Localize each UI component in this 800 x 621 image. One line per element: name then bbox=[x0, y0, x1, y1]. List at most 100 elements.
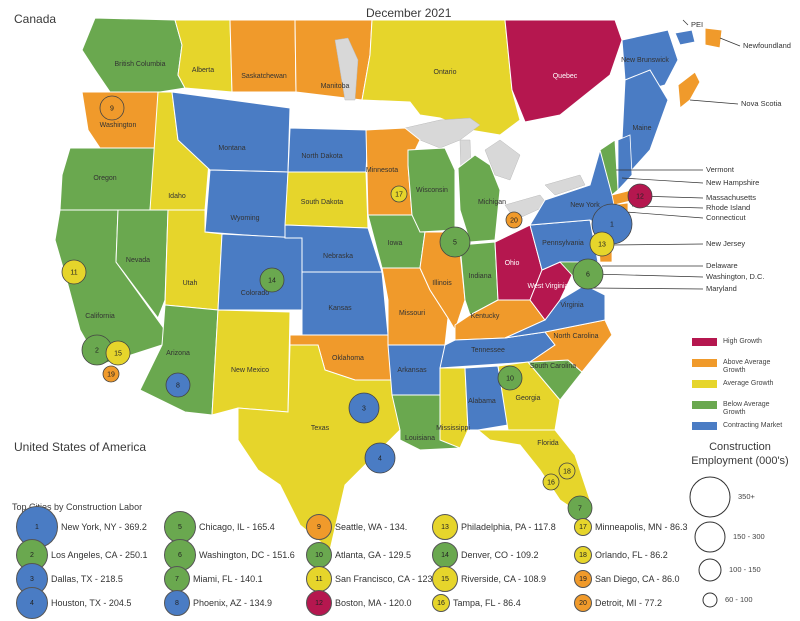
city-label: Detroit, MI - 77.2 bbox=[595, 598, 663, 608]
city-item-14: 14 Denver, CO - 109.2 bbox=[432, 542, 539, 568]
marker-label-3: 3 bbox=[362, 406, 366, 413]
city-label: Dallas, TX - 218.5 bbox=[51, 574, 123, 584]
label-missouri: Missouri bbox=[399, 310, 426, 317]
province-alberta bbox=[174, 19, 233, 93]
callout-line-washington-d-c bbox=[591, 273, 704, 278]
marker-label-5: 5 bbox=[453, 240, 457, 247]
label-utah: Utah bbox=[183, 280, 198, 287]
province-ontario bbox=[361, 19, 521, 136]
label-michigan: Michigan bbox=[478, 199, 506, 206]
label-virginia: Virginia bbox=[560, 302, 583, 309]
legend-label: Below Average Growth bbox=[723, 401, 770, 416]
size-circle-3 bbox=[698, 558, 722, 582]
marker-label-1: 1 bbox=[610, 222, 614, 229]
city-item-12: 12 Boston, MA - 120.0 bbox=[306, 590, 412, 616]
callout-new-hampshire: New Hampshire bbox=[706, 178, 760, 187]
label-california: California bbox=[85, 313, 115, 320]
city-item-4: 4 Houston, TX - 204.5 bbox=[16, 587, 131, 619]
city-label: Denver, CO - 109.2 bbox=[461, 550, 539, 560]
marker-label-4: 4 bbox=[378, 456, 382, 463]
label-ontario: Ontario bbox=[434, 69, 457, 76]
label-saskatchewan: Saskatchewan bbox=[241, 73, 287, 80]
label-iowa: Iowa bbox=[388, 240, 403, 247]
city-rank-badge: 15 bbox=[432, 566, 458, 592]
state-colorado bbox=[217, 233, 303, 311]
label-alabama: Alabama bbox=[468, 398, 496, 405]
province-saskatchewan bbox=[229, 19, 297, 93]
marker-label-13: 13 bbox=[598, 242, 606, 249]
city-rank-badge: 6 bbox=[164, 539, 196, 571]
label-texas: Texas bbox=[311, 425, 330, 432]
state-mississippi bbox=[439, 367, 469, 449]
province-newfoundland bbox=[704, 27, 723, 49]
label-louisiana: Louisiana bbox=[405, 435, 435, 442]
label-indiana: Indiana bbox=[469, 273, 492, 280]
state-new-mexico bbox=[211, 309, 291, 416]
callout-line-pei bbox=[682, 19, 689, 26]
label-wyoming: Wyoming bbox=[230, 215, 259, 222]
label-idaho: Idaho bbox=[168, 193, 186, 200]
marker-9 bbox=[99, 95, 125, 121]
label-colorado: Colorado bbox=[241, 290, 270, 297]
state-new-hampshire bbox=[617, 134, 633, 192]
callout-nova-scotia: Nova Scotia bbox=[741, 99, 782, 108]
label-ohio: Ohio bbox=[505, 260, 520, 267]
marker-label-17: 17 bbox=[395, 192, 403, 199]
label-nevada: Nevada bbox=[126, 257, 150, 264]
city-rank-badge: 14 bbox=[432, 542, 458, 568]
city-item-5: 5 Chicago, IL - 165.4 bbox=[164, 511, 275, 543]
province-nova-scotia bbox=[677, 71, 701, 109]
city-rank-badge: 19 bbox=[574, 570, 592, 588]
state-alabama bbox=[464, 365, 509, 431]
callout-maryland: Maryland bbox=[706, 284, 737, 293]
marker-11 bbox=[61, 259, 87, 285]
label-new-brunswick: New Brunswick bbox=[621, 57, 669, 64]
city-item-18: 18 Orlando, FL - 86.2 bbox=[574, 546, 668, 564]
state-north-dakota bbox=[287, 127, 369, 173]
callout-vermont: Vermont bbox=[706, 165, 734, 174]
label-illinois: Illinois bbox=[432, 280, 452, 287]
city-rank-badge: 16 bbox=[432, 594, 450, 612]
marker-5 bbox=[439, 226, 471, 258]
legend-swatch bbox=[692, 359, 717, 367]
label-wisconsin: Wisconsin bbox=[416, 187, 448, 194]
callout-line-nova-scotia bbox=[689, 99, 739, 105]
callout-line-new-jersey bbox=[609, 243, 704, 246]
callout-line-new-hampshire bbox=[621, 177, 704, 184]
usa-label: United States of America bbox=[14, 440, 147, 454]
label-florida: Florida bbox=[537, 440, 559, 447]
map-title: December 2021 bbox=[366, 6, 452, 20]
legend-label: Contracting Market bbox=[723, 422, 783, 429]
label-washington: Washington bbox=[100, 122, 137, 129]
city-item-6: 6 Washington, DC - 151.6 bbox=[164, 539, 295, 571]
state-wyoming bbox=[204, 169, 289, 239]
callout-line-maryland bbox=[589, 287, 704, 290]
state-nevada bbox=[115, 209, 169, 320]
legend-label: Average Growth bbox=[723, 380, 774, 387]
legend-swatch bbox=[692, 422, 717, 430]
city-rank-badge: 2 bbox=[16, 539, 48, 571]
callout-newfoundland: Newfoundland bbox=[743, 41, 791, 50]
label-kentucky: Kentucky bbox=[471, 313, 500, 320]
city-rank-badge: 18 bbox=[574, 546, 592, 564]
label-new-mexico: New Mexico bbox=[231, 367, 269, 374]
label-pennsylvania: Pennsylvania bbox=[542, 240, 584, 247]
marker-8 bbox=[165, 372, 191, 398]
city-item-11: 11 San Francisco, CA - 123.7 bbox=[306, 566, 440, 592]
city-label: Phoenix, AZ - 134.9 bbox=[193, 598, 273, 608]
marker-4 bbox=[364, 442, 396, 474]
state-michigan bbox=[457, 154, 501, 243]
city-rank-badge: 8 bbox=[164, 590, 190, 616]
city-rank-badge: 20 bbox=[574, 594, 592, 612]
label-south-carolina: South Carolina bbox=[530, 363, 576, 370]
city-item-19: 19 San Diego, CA - 86.0 bbox=[574, 570, 680, 588]
lake-5 bbox=[544, 174, 586, 196]
size-legend-title: Construction Employment (000's) bbox=[691, 441, 789, 467]
city-item-17: 17 Minneapolis, MN - 86.3 bbox=[574, 518, 688, 536]
city-label: Houston, TX - 204.5 bbox=[51, 598, 132, 608]
city-item-8: 8 Phoenix, AZ - 134.9 bbox=[164, 590, 272, 616]
city-label: Miami, FL - 140.1 bbox=[193, 574, 263, 584]
city-label: Minneapolis, MN - 86.3 bbox=[595, 522, 688, 532]
marker-19 bbox=[102, 365, 120, 383]
city-label: Tampa, FL - 86.4 bbox=[453, 598, 521, 608]
